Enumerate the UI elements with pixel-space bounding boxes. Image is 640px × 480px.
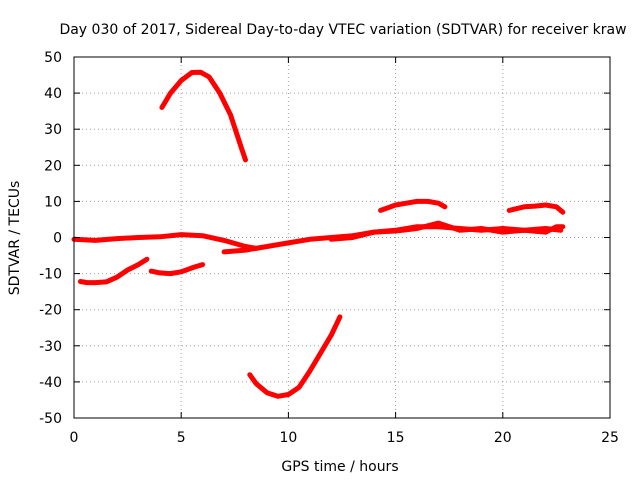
x-tick-label: 10 bbox=[279, 430, 297, 446]
axis-ticks: 0 5 10 15 20 25 -50 -40 -30 -20 -10 0 10 20 30 40 50 bbox=[39, 50, 619, 446]
series-arc-high-15 bbox=[378, 198, 448, 213]
series-arc-main-end bbox=[328, 220, 566, 242]
y-tick-label: -30 bbox=[39, 339, 62, 355]
series-arc-low-early bbox=[77, 256, 150, 286]
series-arc-main-start bbox=[71, 232, 259, 251]
y-tick-label: -20 bbox=[39, 303, 62, 319]
y-tick-label: 30 bbox=[44, 122, 62, 138]
series-arc-low-trough bbox=[247, 314, 343, 399]
x-tick-label: 0 bbox=[70, 430, 79, 446]
series-arc-high-21 bbox=[506, 202, 566, 215]
chart-title: Day 030 of 2017, Sidereal Day-to-day VTE… bbox=[59, 22, 626, 38]
x-tick-label: 15 bbox=[387, 430, 405, 446]
x-tick-label: 25 bbox=[601, 430, 619, 446]
y-tick-label: -10 bbox=[39, 267, 62, 283]
y-tick-label: 0 bbox=[53, 231, 62, 247]
series-arc-low-short bbox=[148, 262, 206, 277]
series-group bbox=[71, 69, 566, 399]
y-tick-label: -40 bbox=[39, 375, 62, 391]
y-tick-label: 20 bbox=[44, 158, 62, 174]
y-tick-label: 50 bbox=[44, 50, 62, 66]
y-axis-label: SDTVAR / TECUs bbox=[7, 181, 23, 296]
x-tick-label: 20 bbox=[494, 430, 512, 446]
x-tick-label: 5 bbox=[177, 430, 186, 446]
x-axis-label: GPS time / hours bbox=[281, 459, 398, 475]
y-tick-label: -50 bbox=[39, 411, 62, 427]
y-tick-label: 10 bbox=[44, 194, 62, 210]
y-tick-label: 40 bbox=[44, 86, 62, 102]
series-arc-high-peak bbox=[159, 69, 248, 163]
